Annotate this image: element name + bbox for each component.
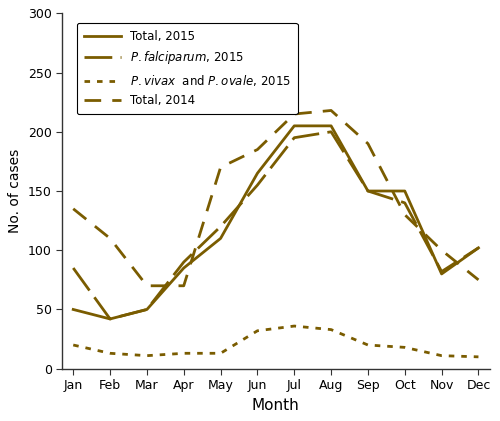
X-axis label: Month: Month xyxy=(252,398,300,413)
Y-axis label: No. of cases: No. of cases xyxy=(8,149,22,233)
Legend: Total, 2015, $\it{P. falciparum}$, 2015, $\it{P. vivax}$  and $\it{P. ovale}$, 2: Total, 2015, $\it{P. falciparum}$, 2015,… xyxy=(76,23,298,115)
